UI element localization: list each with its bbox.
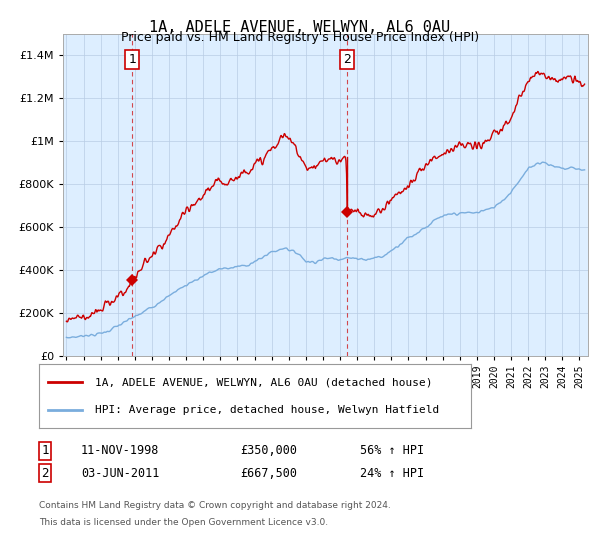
- Text: 2: 2: [41, 466, 49, 480]
- Text: 11-NOV-1998: 11-NOV-1998: [81, 444, 160, 458]
- Text: Contains HM Land Registry data © Crown copyright and database right 2024.: Contains HM Land Registry data © Crown c…: [39, 501, 391, 510]
- Text: 24% ↑ HPI: 24% ↑ HPI: [360, 466, 424, 480]
- Text: 1: 1: [128, 53, 136, 66]
- Text: £667,500: £667,500: [240, 466, 297, 480]
- Text: Price paid vs. HM Land Registry's House Price Index (HPI): Price paid vs. HM Land Registry's House …: [121, 31, 479, 44]
- Text: 1A, ADELE AVENUE, WELWYN, AL6 0AU (detached house): 1A, ADELE AVENUE, WELWYN, AL6 0AU (detac…: [95, 377, 433, 387]
- Text: 1A, ADELE AVENUE, WELWYN, AL6 0AU: 1A, ADELE AVENUE, WELWYN, AL6 0AU: [149, 20, 451, 35]
- Text: 03-JUN-2011: 03-JUN-2011: [81, 466, 160, 480]
- Text: This data is licensed under the Open Government Licence v3.0.: This data is licensed under the Open Gov…: [39, 518, 328, 527]
- Text: HPI: Average price, detached house, Welwyn Hatfield: HPI: Average price, detached house, Welw…: [95, 405, 439, 416]
- Text: 56% ↑ HPI: 56% ↑ HPI: [360, 444, 424, 458]
- Text: 2: 2: [343, 53, 351, 66]
- Text: 1: 1: [41, 444, 49, 458]
- Text: £350,000: £350,000: [240, 444, 297, 458]
